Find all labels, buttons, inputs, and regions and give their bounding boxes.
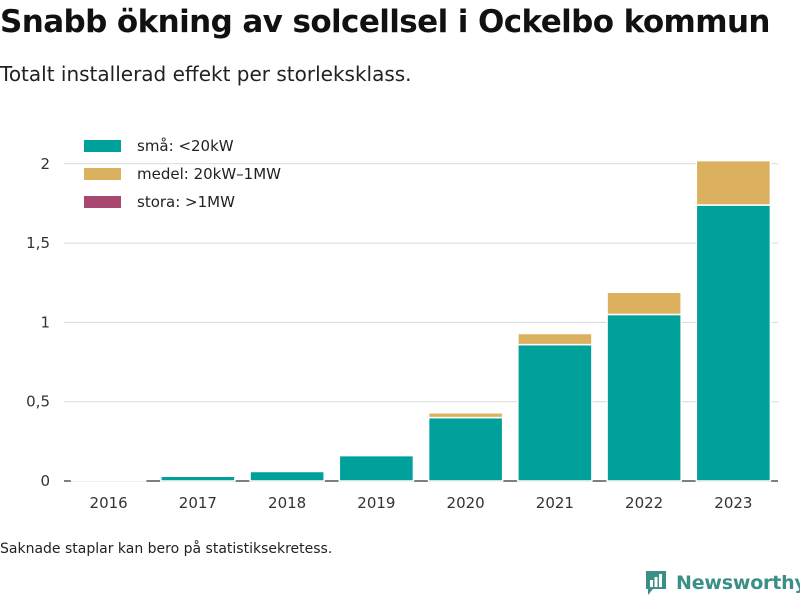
bar-segment — [606, 291, 682, 316]
x-tick-label: 2020 — [447, 494, 485, 512]
x-tick-label: 2023 — [714, 494, 752, 512]
x-tick-label: 2017 — [179, 494, 217, 512]
newsworthy-brand[interactable]: Newsworthy — [644, 568, 800, 598]
bar-segment — [517, 343, 593, 482]
bar-segment — [249, 470, 325, 482]
brand-name: Newsworthy — [676, 572, 800, 594]
x-tick-label: 2022 — [625, 494, 663, 512]
bar-segment — [160, 475, 236, 482]
x-tick-label: 2019 — [357, 494, 395, 512]
x-tick-label: 2021 — [536, 494, 574, 512]
legend-label: stora: >1MW — [137, 193, 235, 211]
bars — [70, 159, 772, 482]
y-tick-label: 1,5 — [26, 234, 50, 252]
x-tick-label: 2016 — [90, 494, 128, 512]
footnote: Saknade staplar kan bero på statistiksek… — [0, 541, 333, 557]
legend-swatch — [84, 140, 121, 152]
newsworthy-logo-icon — [646, 571, 666, 595]
y-axis-ticks: 0 0,5 1 1,5 2 — [26, 155, 50, 490]
y-tick-label: 2 — [40, 155, 50, 173]
y-tick-label: 0,5 — [26, 393, 50, 411]
x-axis-ticks: 2016 2017 2018 2019 2020 2021 2022 2023 — [90, 494, 753, 512]
chart-title: Snabb ökning av solcellsel i Ockelbo kom… — [0, 4, 770, 40]
legend: små: <20kW medel: 20kW–1MW stora: >1MW — [84, 137, 281, 211]
chart-subtitle: Totalt installerad effekt per storlekskl… — [0, 62, 412, 86]
bar-segment — [70, 479, 147, 482]
legend-label: medel: 20kW–1MW — [137, 165, 281, 183]
bar-segment — [338, 454, 415, 482]
x-tick-label: 2018 — [268, 494, 306, 512]
bar-segment — [606, 313, 682, 482]
legend-label: små: <20kW — [137, 137, 234, 155]
y-tick-label: 1 — [40, 313, 50, 331]
legend-swatch — [84, 168, 121, 180]
bar-segment — [427, 412, 504, 419]
legend-swatch — [84, 196, 121, 208]
bar-segment — [695, 159, 772, 206]
stacked-bar-chart: 00,511,52 2016 2017 2018 2019 2020 2021 2022 20… — [26, 137, 778, 512]
bar-segment — [517, 332, 593, 346]
bar-segment — [695, 204, 772, 482]
bar-segment — [427, 416, 504, 482]
y-tick-label: 0 — [40, 472, 50, 490]
